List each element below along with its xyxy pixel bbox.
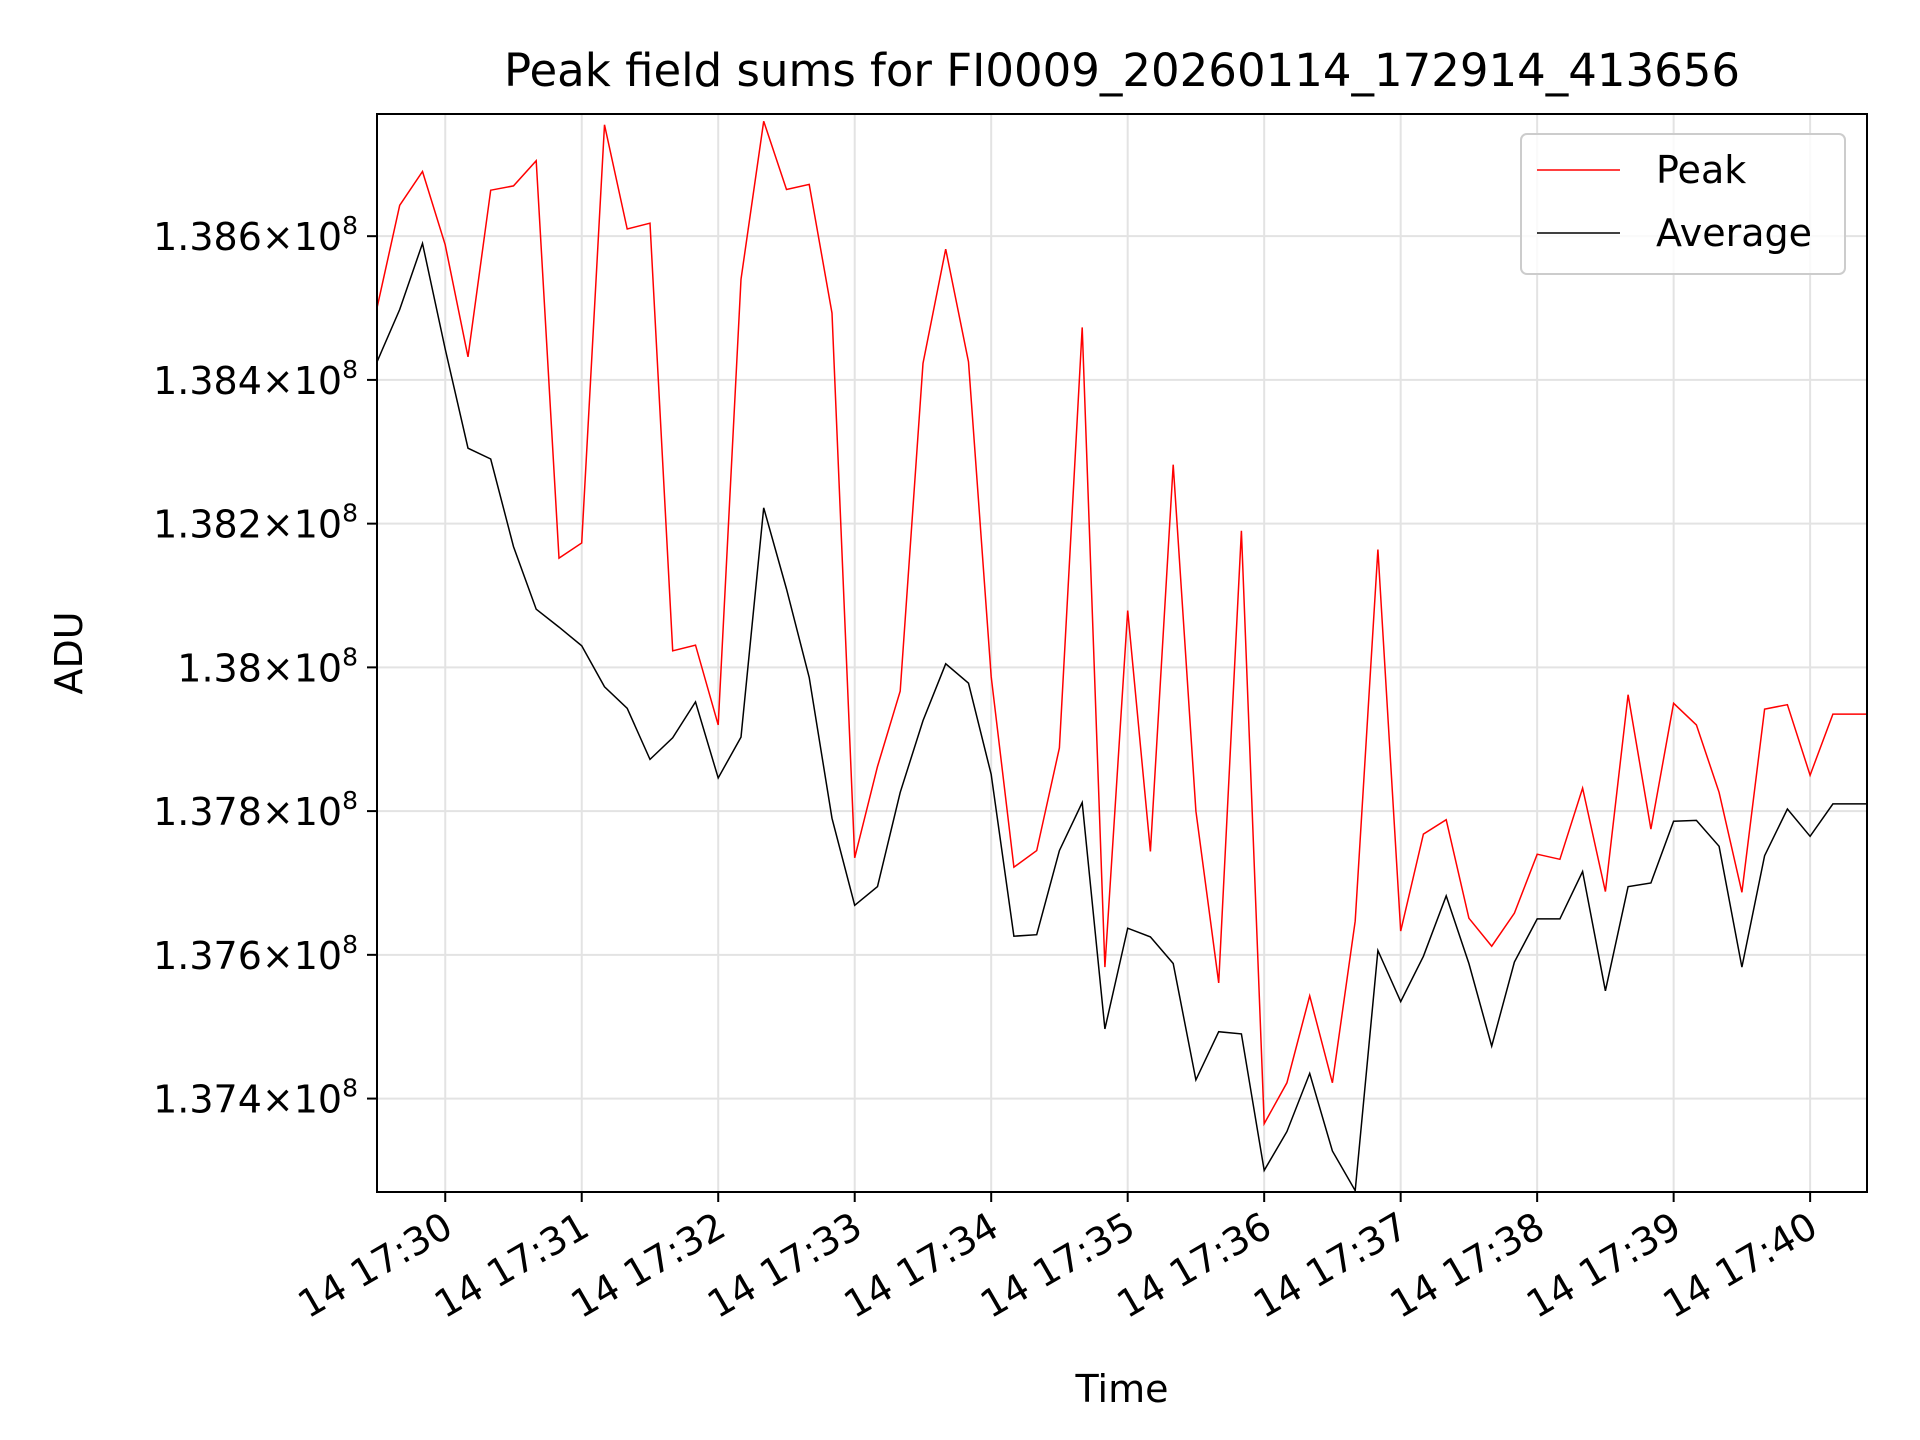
legend-label-average: Average xyxy=(1656,211,1812,255)
y-tick-times: ×10 xyxy=(262,503,342,547)
legend-label-peak: Peak xyxy=(1656,148,1746,192)
y-tick-exponent: 8 xyxy=(342,642,358,671)
y-tick-mantissa: 1.38 xyxy=(177,646,262,690)
y-tick-exponent: 8 xyxy=(342,211,358,240)
y-tick-label: 1.382×108 xyxy=(153,499,358,547)
y-tick-label: 1.386×108 xyxy=(153,211,358,259)
series-line-peak xyxy=(377,120,1867,1127)
y-tick-label: 1.378×108 xyxy=(153,786,358,834)
y-tick-mantissa: 1.376 xyxy=(153,934,262,978)
y-tick-mantissa: 1.382 xyxy=(153,503,262,547)
y-tick-exponent: 8 xyxy=(342,930,358,959)
y-tick-times: ×10 xyxy=(262,1078,342,1122)
y-tick-mantissa: 1.374 xyxy=(153,1078,262,1122)
series-lines xyxy=(377,120,1867,1192)
grid-lines xyxy=(377,114,1867,1192)
x-axis-label: Time xyxy=(1075,1367,1169,1411)
y-tick-times: ×10 xyxy=(262,359,342,403)
plot-area-frame xyxy=(376,113,1868,1193)
y-tick-label: 1.374×108 xyxy=(153,1074,358,1122)
y-tick-times: ×10 xyxy=(262,790,342,834)
y-tick-times: ×10 xyxy=(262,215,342,259)
y-tick-times: ×10 xyxy=(262,646,342,690)
y-axis-label: ADU xyxy=(47,611,91,694)
y-tick-exponent: 8 xyxy=(342,499,358,528)
y-tick-mantissa: 1.386 xyxy=(153,215,262,259)
y-tick-exponent: 8 xyxy=(342,355,358,384)
chart-title: Peak field sums for FI0009_20260114_1729… xyxy=(504,44,1740,97)
legend-box xyxy=(1520,133,1846,275)
y-tick-label: 1.38×108 xyxy=(177,642,358,690)
y-tick-label: 1.376×108 xyxy=(153,930,358,978)
legend: Peak Average xyxy=(1520,133,1846,275)
y-tick-exponent: 8 xyxy=(342,786,358,815)
y-tick-label: 1.384×108 xyxy=(153,355,358,403)
y-tick-mantissa: 1.378 xyxy=(153,790,262,834)
y-tick-times: ×10 xyxy=(262,934,342,978)
series-line-average xyxy=(377,240,1867,1192)
y-tick-mantissa: 1.384 xyxy=(153,359,262,403)
y-tick-exponent: 8 xyxy=(342,1074,358,1103)
y-axis-ticks: 1.374×1081.376×1081.378×1081.38×1081.382… xyxy=(153,211,377,1122)
